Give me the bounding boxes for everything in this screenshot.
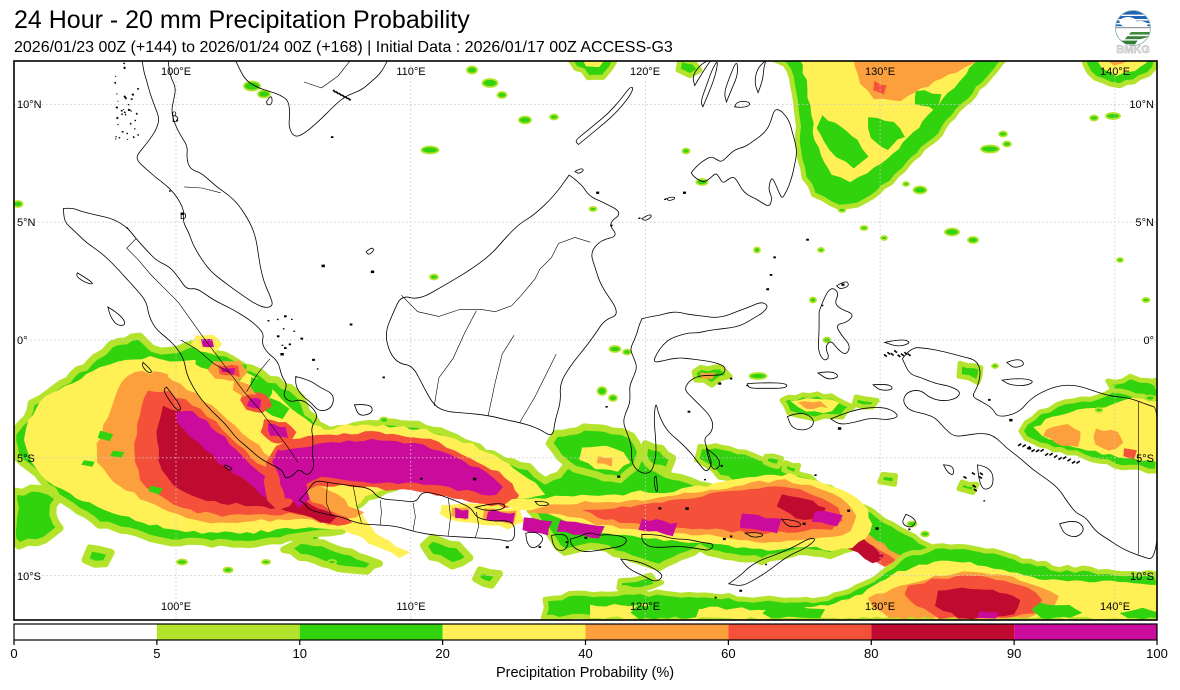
svg-text:120°E: 120°E <box>630 66 660 78</box>
svg-text:BMKG: BMKG <box>1116 44 1150 56</box>
svg-text:5°N: 5°N <box>1136 217 1155 229</box>
svg-text:24 Hour - 20 mm Precipitation: 24 Hour - 20 mm Precipitation Probabilit… <box>14 6 470 34</box>
svg-text:120°E: 120°E <box>630 601 660 613</box>
svg-text:100°E: 100°E <box>161 601 191 613</box>
svg-text:10°N: 10°N <box>1129 99 1154 111</box>
svg-text:0: 0 <box>10 646 17 661</box>
svg-text:110°E: 110°E <box>396 601 425 613</box>
svg-text:o: o <box>172 109 177 118</box>
svg-text:5°N: 5°N <box>17 217 36 229</box>
svg-text:D: D <box>172 114 179 124</box>
svg-text:10°S: 10°S <box>1130 571 1154 583</box>
svg-text:100°E: 100°E <box>161 66 191 78</box>
svg-text:140°E: 140°E <box>1100 66 1130 78</box>
svg-text:20: 20 <box>435 646 449 661</box>
svg-text:5°S: 5°S <box>17 453 35 465</box>
svg-text:10: 10 <box>293 646 307 661</box>
svg-text:0°: 0° <box>17 335 28 347</box>
svg-text:110°E: 110°E <box>396 66 425 78</box>
svg-text:10°N: 10°N <box>17 99 42 111</box>
svg-text:10°S: 10°S <box>17 571 41 583</box>
svg-text:Precipitation Probability (%): Precipitation Probability (%) <box>496 665 674 681</box>
svg-text:100: 100 <box>1146 646 1168 661</box>
svg-text:2026/01/23 00Z (+144) to 2026/: 2026/01/23 00Z (+144) to 2026/01/24 00Z … <box>14 39 673 56</box>
svg-text:130°E: 130°E <box>865 601 895 613</box>
svg-text:80: 80 <box>864 646 878 661</box>
svg-text:140°E: 140°E <box>1100 601 1130 613</box>
svg-text:D: D <box>180 211 187 221</box>
svg-text:5: 5 <box>153 646 160 661</box>
svg-text:90: 90 <box>1007 646 1021 661</box>
svg-text:130°E: 130°E <box>865 66 895 78</box>
svg-text:40: 40 <box>578 646 592 661</box>
svg-text:5°S: 5°S <box>1136 453 1154 465</box>
svg-text:0°: 0° <box>1143 335 1154 347</box>
svg-text:60: 60 <box>721 646 735 661</box>
